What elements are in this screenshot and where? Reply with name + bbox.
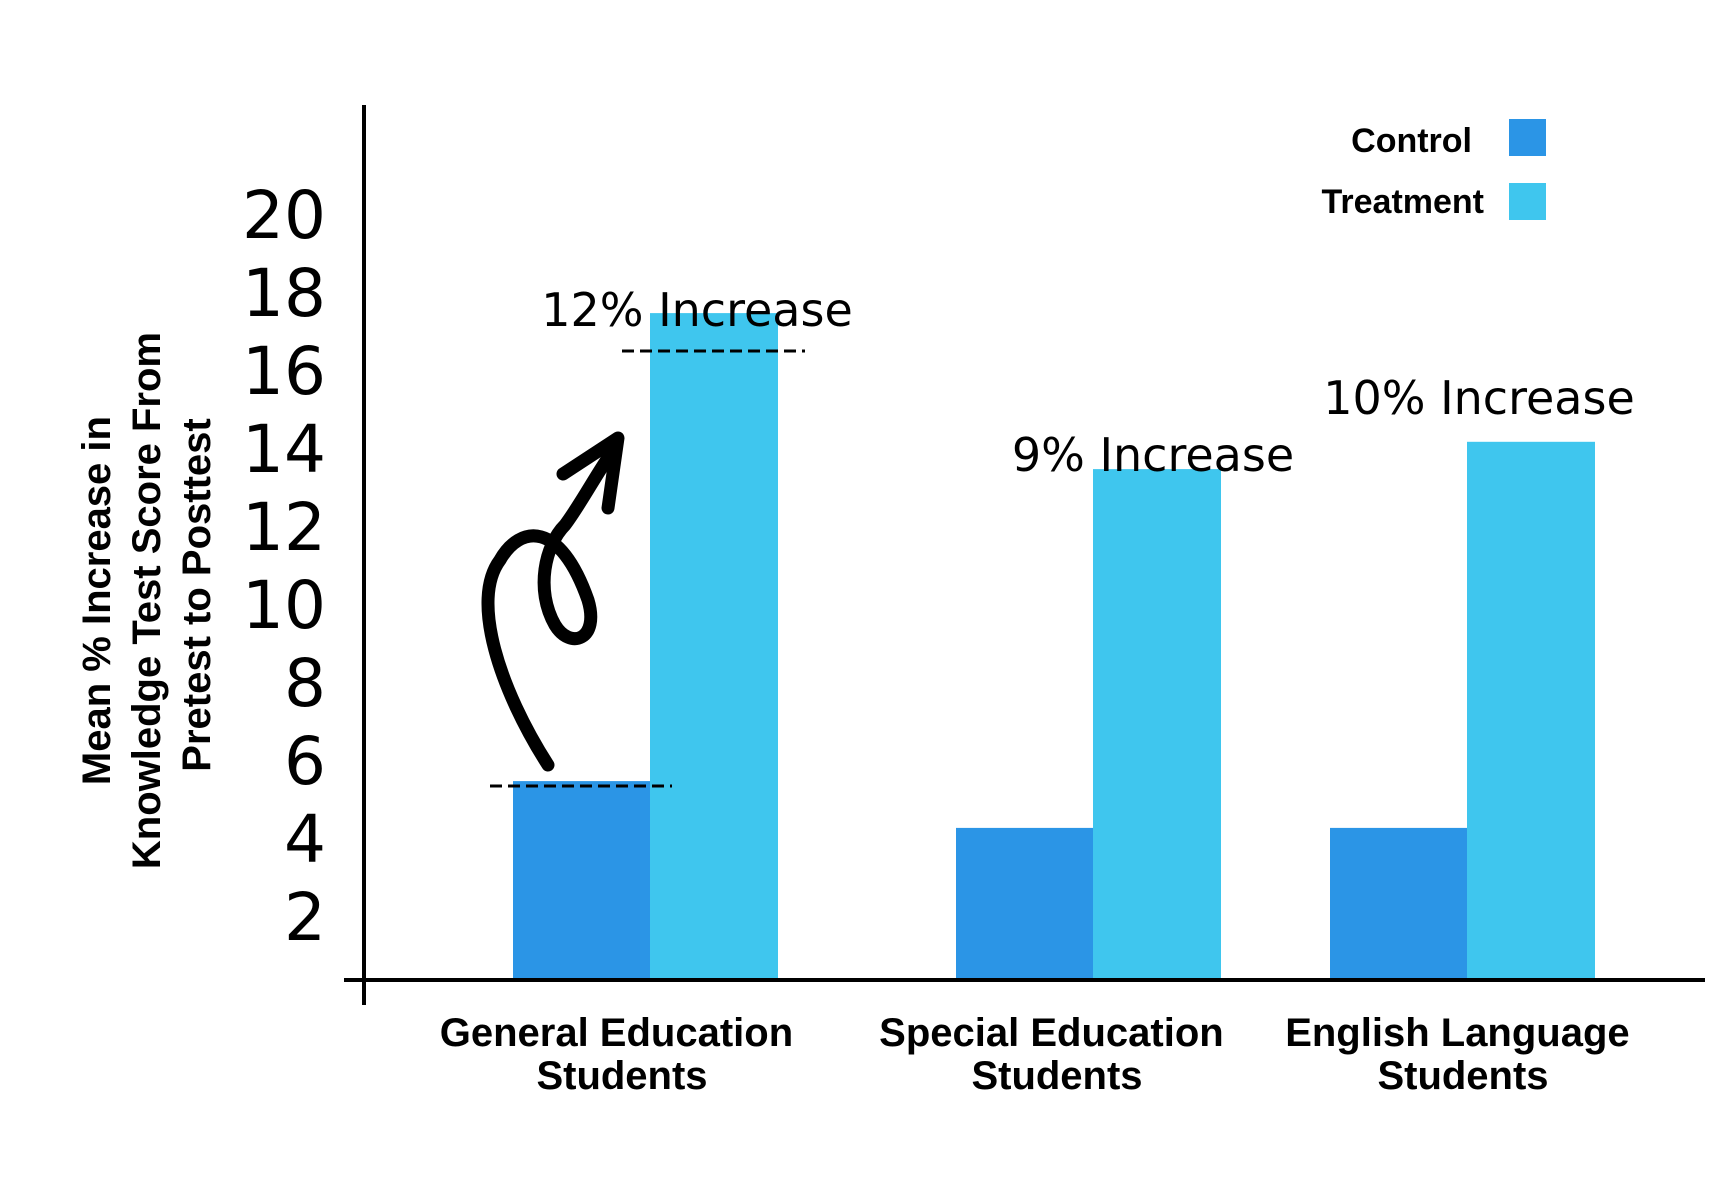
annotation-special-education: 9% Increase	[1012, 428, 1294, 482]
y-tick-label: 18	[242, 255, 326, 332]
category-label-line-2: Students	[971, 1054, 1142, 1098]
category-label-special-education: Special Education Students	[879, 1011, 1235, 1098]
legend: Control Treatment	[1322, 119, 1546, 221]
y-tick-label: 12	[242, 489, 326, 566]
y-axis-title-line-1: Mean % Increase in	[75, 416, 119, 785]
y-tick-label: 8	[284, 645, 326, 722]
y-tick-label: 2	[284, 879, 326, 956]
legend-label-control: Control	[1351, 122, 1472, 160]
legend-label-treatment: Treatment	[1322, 183, 1485, 221]
increase-arrow-icon	[481, 448, 617, 772]
category-label-line-1: English Language	[1285, 1011, 1629, 1055]
category-label-line-1: Special Education	[879, 1011, 1224, 1055]
y-axis-title-line-3: Pretest to Posttest	[175, 418, 219, 771]
category-label-general-education: General Education Students	[440, 1011, 805, 1098]
y-axis-title: Mean % Increase in Knowledge Test Score …	[75, 321, 219, 869]
legend-swatch-treatment	[1509, 183, 1546, 220]
category-label-line-1: General Education	[440, 1011, 793, 1055]
y-tick-label: 20	[242, 177, 326, 254]
annotation-english-language: 10% Increase	[1323, 371, 1635, 425]
category-label-english-language: English Language Students	[1285, 1011, 1641, 1098]
bar-control	[956, 827, 1093, 980]
y-tick-label: 14	[242, 411, 326, 488]
bar-treatment	[650, 313, 778, 981]
category-label-line-2: Students	[536, 1054, 707, 1098]
legend-swatch-control	[1509, 119, 1546, 156]
y-tick-label: 10	[242, 567, 326, 644]
y-tick-label: 16	[242, 333, 326, 410]
category-label-line-2: Students	[1377, 1054, 1548, 1098]
y-tick-label: 6	[284, 723, 326, 800]
bar-control	[1330, 827, 1467, 980]
bar-control	[513, 781, 650, 980]
bars	[513, 313, 1595, 981]
y-tick-label: 4	[284, 801, 326, 878]
y-axis-title-line-2: Knowledge Test Score From	[125, 332, 169, 869]
bar-treatment	[1093, 469, 1221, 980]
annotation-general-education: 12% Increase	[541, 283, 853, 337]
bar-treatment	[1467, 441, 1595, 980]
arrowhead-icon	[556, 431, 625, 515]
